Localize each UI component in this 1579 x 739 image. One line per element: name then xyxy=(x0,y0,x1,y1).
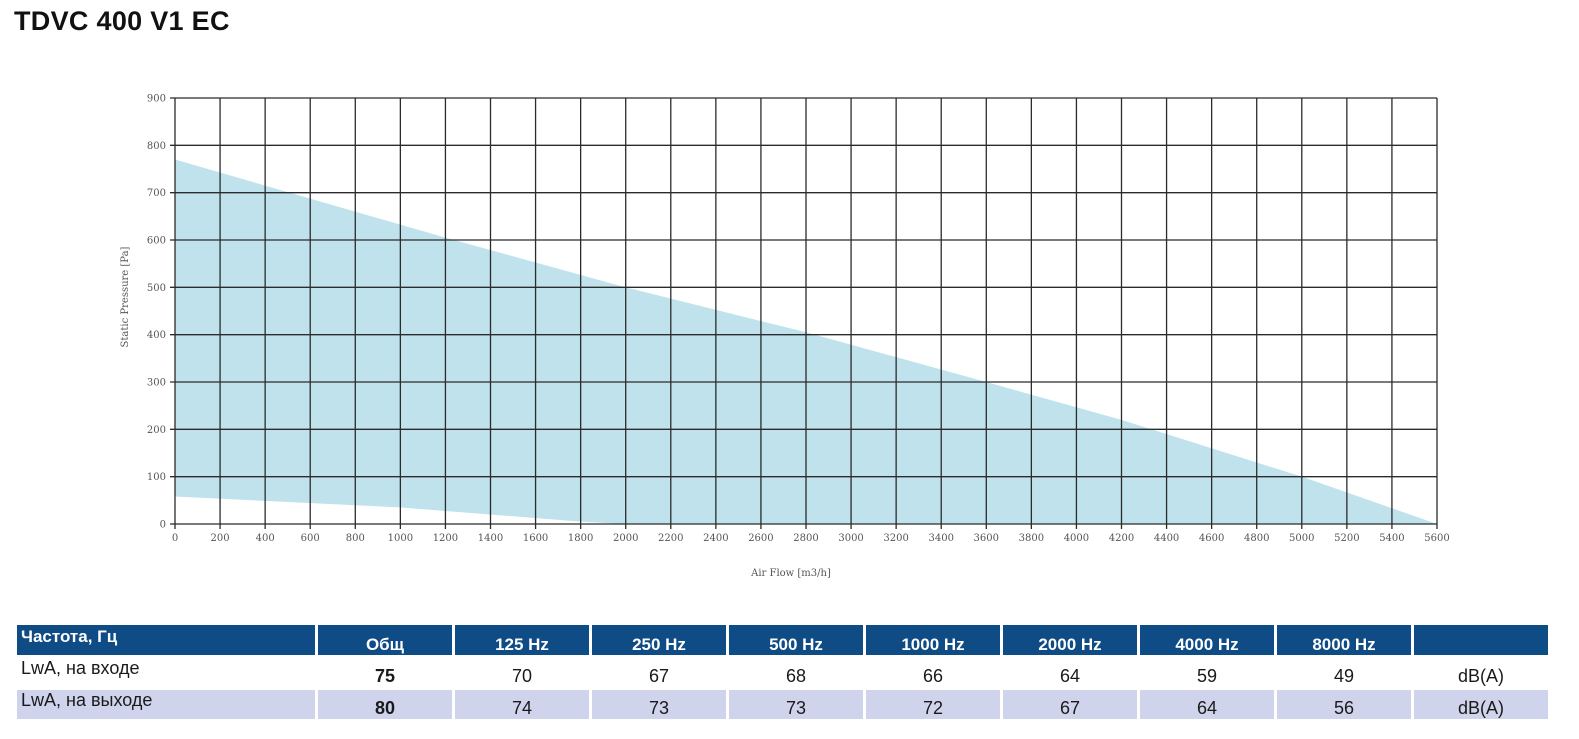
y-tick-label: 700 xyxy=(147,188,166,199)
x-tick-label: 400 xyxy=(256,533,275,544)
value-2000hz: 67 xyxy=(1003,690,1137,719)
header-1000hz: 1000 Hz xyxy=(866,625,1000,655)
x-tick-label: 2200 xyxy=(658,533,683,544)
x-tick-label: 1000 xyxy=(388,533,413,544)
value-250hz: 67 xyxy=(648,666,670,686)
header-2000hz: 2000 Hz xyxy=(1003,625,1137,655)
value-2000hz: 64 xyxy=(1059,666,1081,686)
x-tick-label: 1600 xyxy=(523,533,548,544)
y-tick-label: 900 xyxy=(147,94,166,105)
x-tick-label: 600 xyxy=(301,533,320,544)
y-tick-label: 600 xyxy=(147,236,166,247)
table-header-row: Частота, Гц Общ 125 Hz 250 Hz 500 Hz 100… xyxy=(17,625,1548,655)
x-tick-label: 5000 xyxy=(1289,533,1314,544)
y-tick-label: 400 xyxy=(147,330,166,341)
header-4000hz: 4000 Hz xyxy=(1140,625,1274,655)
x-axis-label: Air Flow [m3/h] xyxy=(750,568,831,579)
x-tick-label: 4800 xyxy=(1244,533,1269,544)
x-tick-label: 3800 xyxy=(1019,533,1044,544)
y-tick-label: 800 xyxy=(147,141,166,152)
table-row-outlet: LwA, на выходе 80 74 73 73 72 67 64 56 d… xyxy=(17,690,1548,719)
y-tick-label: 500 xyxy=(147,283,166,294)
value-4000hz: 59 xyxy=(1196,666,1218,686)
x-tick-label: 200 xyxy=(211,533,230,544)
total-value: 80 xyxy=(318,690,452,719)
x-tick-label: 4600 xyxy=(1199,533,1224,544)
value-250hz: 73 xyxy=(592,690,726,719)
x-tick-label: 5600 xyxy=(1424,533,1449,544)
x-tick-label: 1800 xyxy=(568,533,593,544)
header-125hz: 125 Hz xyxy=(455,625,589,655)
x-tick-label: 5400 xyxy=(1379,533,1404,544)
unit: dB(A) xyxy=(1457,666,1504,686)
x-tick-label: 4000 xyxy=(1064,533,1089,544)
y-axis-label: Static Pressure [Pa] xyxy=(120,246,131,347)
x-tick-label: 2400 xyxy=(703,533,728,544)
y-tick-label: 200 xyxy=(147,425,166,436)
unit: dB(A) xyxy=(1414,690,1548,719)
y-tick-label: 0 xyxy=(160,520,166,531)
y-tick-label: 100 xyxy=(147,472,166,483)
fan-performance-chart: 0 200 400 600 800 1000 1200 1400 1600 1800 2000 220… xyxy=(120,94,1450,580)
x-tick-label: 800 xyxy=(346,533,365,544)
x-tick-label: 2800 xyxy=(793,533,818,544)
x-tick-label: 4200 xyxy=(1109,533,1134,544)
header-frequency: Частота, Гц xyxy=(17,625,315,655)
header-total: Общ xyxy=(318,625,452,655)
x-tick-label: 3200 xyxy=(883,533,908,544)
table-row-inlet: LwA, на входе 75 70 67 68 66 64 59 49 dB… xyxy=(17,658,1548,687)
total-value: 75 xyxy=(374,666,396,686)
x-tick-label: 1200 xyxy=(433,533,458,544)
value-4000hz: 64 xyxy=(1140,690,1274,719)
page-title: TDVC 400 V1 EC xyxy=(14,6,230,36)
sound-power-table: Частота, Гц Общ 125 Hz 250 Hz 500 Hz 100… xyxy=(14,622,1551,722)
y-tick-label: 300 xyxy=(147,378,166,389)
value-1000hz: 72 xyxy=(866,690,1000,719)
value-125hz: 74 xyxy=(455,690,589,719)
value-125hz: 70 xyxy=(511,666,533,686)
header-unit xyxy=(1414,625,1548,655)
value-500hz: 73 xyxy=(729,690,863,719)
value-500hz: 68 xyxy=(785,666,807,686)
row-label: LwA, на входе xyxy=(21,658,140,678)
x-tick-label: 0 xyxy=(172,533,178,544)
x-tick-label: 2000 xyxy=(613,533,638,544)
tick-label-layer: 0 200 400 600 800 1000 1200 1400 1600 1800 2000 220… xyxy=(147,94,1450,545)
header-8000hz: 8000 Hz xyxy=(1277,625,1411,655)
header-250hz: 250 Hz xyxy=(592,625,726,655)
grid-layer xyxy=(170,97,1438,529)
x-tick-label: 5200 xyxy=(1334,533,1359,544)
x-tick-label: 2600 xyxy=(748,533,773,544)
header-500hz: 500 Hz xyxy=(729,625,863,655)
x-tick-label: 1400 xyxy=(478,533,503,544)
x-tick-label: 3000 xyxy=(838,533,863,544)
x-tick-label: 4400 xyxy=(1154,533,1179,544)
value-8000hz: 49 xyxy=(1333,666,1355,686)
value-8000hz: 56 xyxy=(1277,690,1411,719)
value-1000hz: 66 xyxy=(922,666,944,686)
x-tick-label: 3600 xyxy=(974,533,999,544)
x-tick-label: 3400 xyxy=(928,533,953,544)
row-label: LwA, на выходе xyxy=(17,690,315,719)
